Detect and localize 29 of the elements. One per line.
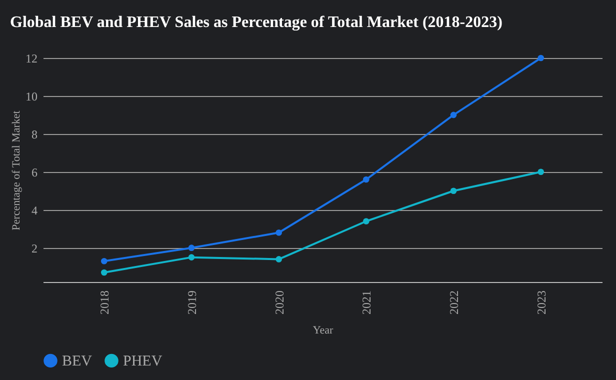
point — [188, 244, 195, 251]
y-tick-label: 10 — [26, 89, 38, 104]
legend-label: PHEV — [123, 354, 162, 370]
x-tick-label: 2021 — [360, 290, 374, 314]
x-tick-label: 2019 — [184, 290, 199, 314]
point — [363, 176, 370, 183]
x-axis-title: Year — [312, 324, 334, 336]
y-tick-label: 2 — [32, 241, 38, 256]
point — [100, 258, 108, 264]
point — [450, 112, 457, 118]
point — [538, 54, 544, 62]
y-tick-label: 12 — [26, 52, 38, 66]
chart-title: Global BEV and PHEV Sales as Percentage of Total Market (2018-2023) — [10, 14, 502, 31]
legend-label: BEV — [62, 354, 92, 370]
point — [276, 256, 282, 262]
point — [100, 269, 108, 276]
y-tick-label: 8 — [32, 127, 38, 142]
x-tick-label: 2018 — [98, 290, 112, 314]
point — [276, 229, 282, 236]
point — [188, 254, 195, 260]
point — [538, 168, 544, 176]
y-tick-label: 6 — [32, 165, 38, 180]
point — [363, 218, 370, 224]
y-axis-title: Percentage of Total Market — [10, 110, 22, 230]
x-tick-label: 2023 — [534, 290, 548, 314]
x-tick-label: 2022 — [447, 290, 462, 314]
point — [450, 188, 457, 194]
x-tick-label: 2020 — [272, 290, 286, 314]
y-tick-label: 4 — [32, 203, 38, 218]
